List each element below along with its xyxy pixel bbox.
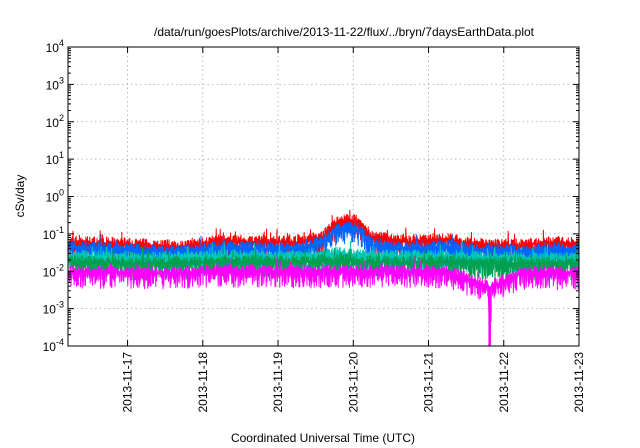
chart-title: /data/run/goesPlots/archive/2013-11-22/f… [154, 25, 535, 39]
data-series-layer [68, 209, 580, 346]
y-tick-label: 100 [46, 188, 64, 205]
series-line [68, 247, 580, 281]
grid-lines [68, 47, 579, 346]
x-tick-label: 2013-11-19 [271, 352, 285, 413]
x-tick-label: 2013-11-23 [572, 352, 586, 413]
y-tick-label: 10-3 [43, 300, 64, 317]
x-axis-label: Coordinated Universal Time (UTC) [231, 431, 415, 445]
axis-ticks: 10-4 10-3 10-2 10-1 100 101 102 103 104 2013-11-1… [43, 38, 586, 413]
x-tick-label: 2013-11-21 [422, 352, 436, 413]
x-tick-label: 2013-11-18 [196, 352, 210, 413]
y-axis-label: cSv/day [13, 175, 27, 218]
y-tick-label: 10-2 [43, 262, 64, 279]
y-tick-label: 102 [46, 113, 64, 130]
x-tick-label: 2013-11-17 [121, 352, 135, 413]
y-tick-label: 104 [46, 38, 64, 55]
y-tick-label: 10-4 [43, 337, 64, 354]
y-tick-label: 103 [46, 75, 64, 92]
y-tick-label: 101 [46, 150, 64, 167]
y-tick-label: 10-1 [43, 225, 64, 242]
x-tick-label: 2013-11-20 [346, 352, 360, 413]
series-line [68, 255, 580, 345]
x-tick-label: 2013-11-22 [497, 352, 511, 413]
